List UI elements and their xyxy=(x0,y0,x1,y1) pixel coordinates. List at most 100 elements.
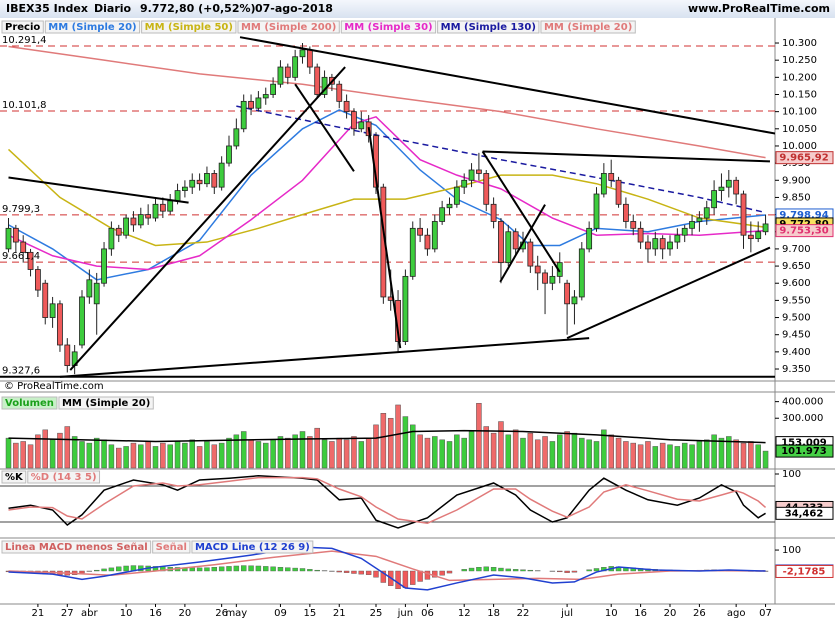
candle-body xyxy=(152,203,159,219)
volume-bar xyxy=(343,439,350,469)
candle-body xyxy=(696,217,703,222)
legend-box xyxy=(44,20,141,34)
candle-body xyxy=(262,94,269,99)
volume-bar xyxy=(527,432,534,469)
histogram-bar xyxy=(564,570,570,573)
x-tick-label: 15 xyxy=(303,608,316,619)
volume-bar xyxy=(20,441,26,469)
candle-body xyxy=(115,227,122,236)
candle-body xyxy=(747,234,754,240)
x-tick-label: 21 xyxy=(333,608,346,619)
value-box-label: 9.965,92 xyxy=(779,153,828,164)
histogram-bar xyxy=(336,570,342,573)
x-tick-label: 20 xyxy=(179,608,192,619)
volume-bar xyxy=(167,444,173,469)
x-tick-label: jul xyxy=(560,608,573,619)
histogram-bar xyxy=(123,565,129,572)
candle-body xyxy=(527,241,534,267)
volume-bar xyxy=(336,437,342,469)
x-tick-label: 16 xyxy=(149,608,162,619)
histogram-bar xyxy=(483,566,489,572)
candle-body xyxy=(667,241,673,250)
histogram-bar xyxy=(351,570,357,574)
candle-body xyxy=(571,296,578,305)
site: www.ProRealTime.com xyxy=(688,2,830,15)
candle-body xyxy=(57,303,63,346)
volume-bar xyxy=(71,436,78,469)
candle-body xyxy=(417,227,424,236)
x-tick-label: 27 xyxy=(61,608,74,619)
y-tick-label: 9.400 xyxy=(782,347,811,358)
volume-bar xyxy=(49,439,56,469)
candle-body xyxy=(12,227,19,243)
candle-body xyxy=(5,227,12,250)
candle-body xyxy=(637,227,644,243)
histogram-bar xyxy=(505,568,511,572)
volume-bar xyxy=(718,437,725,469)
volume-bar xyxy=(130,442,137,469)
volume-bar xyxy=(645,441,651,469)
series-line xyxy=(8,475,766,529)
legend-label: Señal xyxy=(156,542,187,553)
histogram-bar xyxy=(248,565,254,572)
x-tick-label: 16 xyxy=(634,608,647,619)
volume-bar xyxy=(711,434,717,469)
candle-body xyxy=(299,49,306,58)
candle-body xyxy=(475,169,482,174)
y-tick-label: 100 xyxy=(782,545,801,556)
volume-bar xyxy=(226,437,232,469)
candle-body xyxy=(586,227,593,250)
candle-body xyxy=(233,128,240,147)
x-tick-label: 26 xyxy=(215,608,228,619)
volume-bar xyxy=(138,444,144,469)
legend-box xyxy=(1,540,152,554)
candle-body xyxy=(130,217,137,226)
x-tick-label: 26 xyxy=(693,608,706,619)
histogram-bar xyxy=(263,566,269,572)
legend-label: MM (Simple 20) xyxy=(62,398,150,409)
legend-label: MM (Simple 20) xyxy=(544,22,632,33)
volume-bar xyxy=(490,432,497,469)
volume-bar xyxy=(667,444,673,469)
candle-body xyxy=(218,162,225,188)
volume-bar xyxy=(534,439,541,469)
candle-body xyxy=(137,214,144,226)
level-label: 9.799,3 xyxy=(2,204,40,215)
candle-body xyxy=(615,179,622,205)
value-box-label: 101.973 xyxy=(781,446,827,457)
volume-bar xyxy=(637,444,644,469)
level-label: 9.661,4 xyxy=(2,251,40,262)
volume-bar xyxy=(174,441,181,469)
histogram-bar xyxy=(439,570,445,576)
candle-body xyxy=(446,203,453,209)
legend-box xyxy=(1,20,44,34)
volume-bar xyxy=(615,437,622,469)
header-bar xyxy=(0,0,835,18)
histogram-bar xyxy=(461,569,467,572)
volume-bar xyxy=(365,437,372,469)
histogram-bar xyxy=(402,570,409,588)
candle-body xyxy=(623,203,629,222)
histogram-bar xyxy=(586,569,592,572)
x-tick-label: 25 xyxy=(370,608,383,619)
candle-body xyxy=(211,173,218,188)
candle-body xyxy=(159,203,166,212)
y-tick-label: 9.500 xyxy=(782,313,811,324)
candle-body xyxy=(453,186,460,205)
histogram-bar xyxy=(204,567,210,572)
candle-body xyxy=(542,272,548,284)
volume-bar xyxy=(116,447,122,469)
candle-body xyxy=(196,179,203,185)
y-tick-label: 9.650 xyxy=(782,261,811,272)
volume-bar xyxy=(498,421,504,469)
trend-line xyxy=(367,126,402,349)
volume-bar xyxy=(93,437,100,469)
legend-box xyxy=(191,540,314,554)
candle-body xyxy=(255,97,262,109)
candle-body xyxy=(101,248,107,284)
volume-bar xyxy=(204,441,210,469)
trend-line xyxy=(59,337,590,378)
candle-body xyxy=(549,275,556,284)
volume-bar xyxy=(35,434,41,469)
